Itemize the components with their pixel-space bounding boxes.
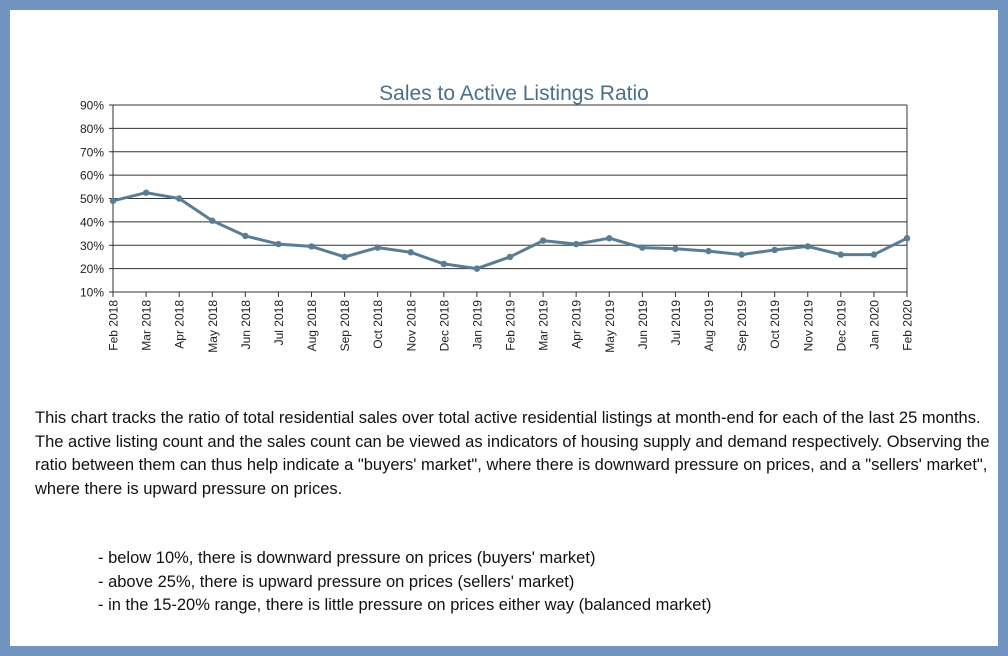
x-tick-label: Sep 2019 [735,300,749,352]
data-point [473,265,481,272]
data-point [572,240,580,248]
market-range-item: - below 10%, there is downward pressure … [98,549,596,567]
x-tick-label: Feb 2018 [107,300,121,351]
data-point [440,260,448,268]
data-point [175,195,183,202]
data-point [903,235,911,242]
y-tick-label: 10% [80,286,104,300]
y-tick-label: 20% [80,262,104,276]
data-point [639,244,646,251]
y-tick-label: 70% [80,145,104,159]
data-point [341,253,348,261]
x-tick-label: Feb 2019 [504,300,518,351]
y-tick-label: 50% [80,192,104,206]
x-tick-label: Mar 2019 [537,300,551,351]
x-tick-label: Dec 2019 [834,300,848,352]
market-range-item: - above 25%, there is upward pressure on… [98,572,575,591]
x-tick-label: May 2019 [603,300,617,353]
x-tick-label: Mar 2018 [140,300,154,351]
x-tick-label: May 2018 [206,300,220,353]
chart-title: Sales to Active Listings Ratio [379,82,649,105]
data-point [142,189,150,196]
data-point [870,251,878,258]
y-axis-ticks: 10% 20% 30% 40% 50% 60% 70% 80% 90% [80,99,104,300]
data-point [738,251,745,258]
x-tick-label: Dec 2018 [437,300,451,352]
data-point [804,243,811,250]
data-point [771,246,778,254]
x-tick-label: Sep 2018 [338,300,352,352]
data-point [672,245,679,252]
data-point [109,197,117,205]
series [109,189,911,272]
x-tick-label: Jul 2019 [669,300,683,346]
data-point [837,251,845,258]
data-point [242,232,249,240]
data-point [374,244,381,251]
x-tick-label: Apr 2019 [570,300,584,349]
x-tick-label: Feb 2020 [901,300,915,351]
axes [112,105,908,296]
data-point [209,217,216,224]
x-tick-label: Oct 2019 [768,300,782,349]
line-chart: 10% 20% 30% 40% 50% 60% 70% 80% 90% Feb 2018 Mar … [80,99,915,353]
x-tick-label: Jun 2019 [636,300,650,350]
x-tick-label: Oct 2018 [371,300,385,349]
market-range-item: - in the 15-20% range, there is little p… [98,596,712,614]
x-tick-label: Nov 2019 [801,300,815,352]
x-tick-label: Nov 2018 [404,300,418,352]
x-tick-label: Aug 2018 [305,300,319,352]
market-ranges-list: - below 10%, there is downward pressure … [98,547,978,618]
x-tick-label: Aug 2019 [702,300,716,352]
x-tick-label: Jul 2018 [272,300,286,346]
y-tick-label: 80% [80,122,104,136]
data-point [407,249,414,256]
y-tick-label: 30% [80,239,104,253]
data-point [539,237,547,244]
data-point [275,240,282,248]
y-tick-label: 90% [80,99,104,113]
data-point [308,243,315,250]
x-tick-label: Apr 2018 [173,300,187,349]
y-tick-label: 60% [80,169,104,183]
description-paragraph-2: The active listing count and the sales c… [35,432,990,498]
y-tick-label: 40% [80,215,104,229]
x-tick-label: Jan 2019 [470,300,484,350]
x-axis-ticks: Feb 2018 Mar 2018 Apr 2018 May 2018 Jun 2018… [107,292,915,353]
data-point [506,253,514,261]
data-point [606,235,613,242]
gridlines [109,104,907,293]
chart-description: This chart tracks the ratio of total res… [35,407,995,501]
data-point [705,247,712,255]
x-tick-label: Jun 2018 [239,300,253,350]
description-paragraph-1: This chart tracks the ratio of total res… [35,409,981,427]
x-tick-label: Jan 2020 [867,300,881,350]
